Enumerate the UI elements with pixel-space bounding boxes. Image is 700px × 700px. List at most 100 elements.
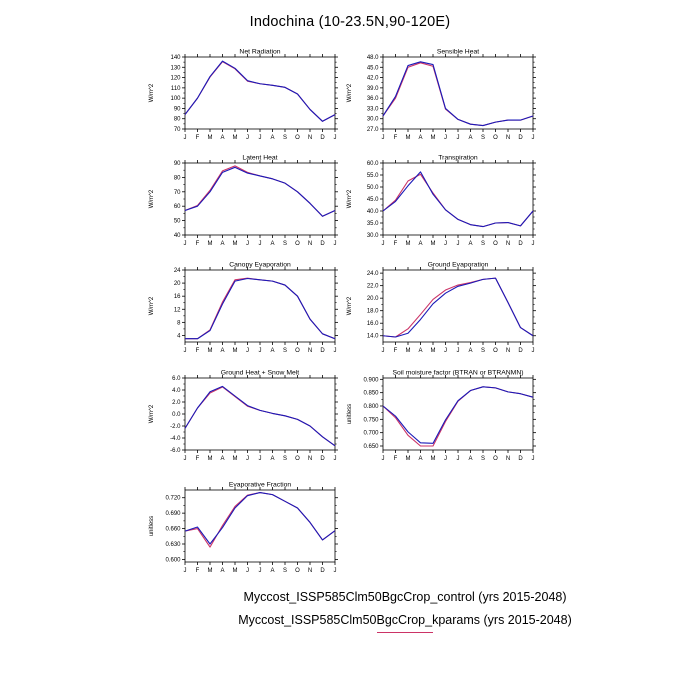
x-tick-label: D (320, 568, 325, 574)
y-tick-label: 130 (170, 65, 181, 71)
line-control (184, 60, 336, 122)
x-tick-label: M (406, 135, 411, 141)
chart-soil-moisture-factor: Soil moisture factor (BTRAN or BTRANMN) u… (341, 366, 541, 478)
y-tick-label: 45.0 (367, 197, 379, 203)
y-tick-label: 80 (174, 117, 181, 123)
y-tick-label: 0.660 (165, 527, 181, 533)
y-tick-label: 42.0 (367, 76, 379, 82)
chart-title: Canopy Evaporation (229, 262, 291, 269)
chart-svg: Soil moisture factor (BTRAN or BTRANMN) u… (347, 370, 536, 462)
x-tick-label: M (406, 348, 411, 354)
x-tick-label: A (468, 456, 472, 462)
chart-net-radiation: Net Radiation W/m^2 140 130 120 110 100 90 80 70 J… (143, 45, 343, 157)
x-tick-label: M (406, 241, 411, 247)
y-tick-label: 50 (174, 219, 181, 225)
y-tick-label: 18.0 (367, 309, 379, 315)
legend-kparams-line-sample (377, 631, 433, 633)
y-tick-label: 0.850 (363, 391, 379, 397)
y-axis-label: W/m^2 (149, 189, 155, 208)
x-tick-label: J (259, 568, 262, 574)
y-tick-label: 0.720 (165, 496, 181, 502)
x-tick-label: J (184, 568, 187, 574)
x-tick-label: N (308, 241, 312, 247)
y-tick-label: 12 (174, 307, 181, 313)
legend-entry-control: Myccost_ISSP585Clm50BgcCrop_control (yrs… (110, 590, 700, 604)
y-tick-label: 45.0 (367, 65, 379, 71)
x-tick-label: A (220, 241, 224, 247)
y-tick-label: 110 (171, 86, 181, 92)
chart-title: Latent Heat (242, 155, 277, 162)
line-kparams (382, 386, 534, 447)
x-tick-label: J (532, 348, 535, 354)
y-tick-label: 120 (170, 76, 181, 82)
x-tick-label: M (208, 348, 213, 354)
x-tick-label: J (444, 135, 447, 141)
x-tick-label: S (481, 348, 485, 354)
x-tick-label: N (308, 456, 312, 462)
y-tick-label: 0.690 (165, 511, 181, 517)
y-tick-label: 100 (170, 96, 181, 102)
x-tick-label: M (233, 241, 238, 247)
x-tick-label: M (233, 568, 238, 574)
line-control (382, 277, 534, 338)
plot-box (382, 162, 534, 236)
chart-svg: Ground Evaporation W/m^2 24.0 22.0 20.0 18.0 1… (347, 262, 536, 354)
y-tick-label: 24 (174, 268, 181, 274)
line-control (382, 61, 534, 127)
x-tick-label: O (295, 568, 300, 574)
y-tick-label: 140 (170, 55, 181, 61)
y-tick-label: 27.0 (367, 127, 379, 133)
y-tick-label: 60 (174, 204, 181, 210)
y-tick-label: 16.0 (367, 321, 379, 327)
x-tick-label: M (208, 456, 213, 462)
y-tick-label: 70 (174, 190, 181, 196)
chart-latent-heat: Latent Heat W/m^2 90 80 70 60 50 40 J F M A M J J A S O N D… (143, 151, 343, 263)
x-tick-label: M (431, 456, 436, 462)
line-control (185, 277, 336, 340)
y-tick-label: 0.650 (363, 444, 379, 450)
legend-kparams-label: Myccost_ISSP585Clm50BgcCrop_kparams (yrs… (238, 613, 572, 628)
x-tick-label: J (444, 456, 447, 462)
x-tick-label: F (394, 456, 398, 462)
y-tick-label: -6.0 (170, 448, 181, 454)
x-tick-label: S (283, 348, 287, 354)
x-tick-label: J (382, 348, 385, 354)
x-tick-label: O (295, 241, 300, 247)
x-tick-label: A (418, 348, 422, 354)
x-tick-label: M (208, 568, 213, 574)
y-tick-label: 90 (174, 161, 181, 167)
x-tick-label: F (196, 568, 200, 574)
x-tick-label: J (532, 456, 535, 462)
y-tick-label: 0.900 (363, 377, 379, 383)
y-tick-label: 35.0 (367, 221, 379, 227)
x-tick-label: J (457, 456, 460, 462)
x-tick-label: F (394, 135, 398, 141)
x-tick-label: S (481, 241, 485, 247)
line-control (184, 166, 336, 217)
x-tick-label: N (506, 456, 510, 462)
x-tick-label: S (481, 135, 485, 141)
y-tick-label: 55.0 (367, 173, 379, 179)
y-tick-label: 60.0 (367, 161, 379, 167)
x-tick-label: J (184, 456, 187, 462)
chart-title: Ground Evaporation (428, 262, 489, 269)
y-tick-label: 0.800 (363, 404, 379, 410)
chart-sensible-heat: Sensible Heat W/m^2 48.0 45.0 42.0 39.0 36.0 33… (341, 45, 541, 157)
chart-svg: Sensible Heat W/m^2 48.0 45.0 42.0 39.0 36.0 33… (347, 49, 536, 141)
y-tick-label: 40 (174, 233, 181, 239)
chart-svg: Net RadiationW/m^2140130120110100908070J… (149, 49, 338, 141)
chart-svg: Ground Heat + Snow Melt W/m^2 6.0 4.0 2.0 0.0… (149, 370, 338, 462)
y-tick-label: 2.0 (172, 400, 181, 406)
x-tick-label: O (295, 135, 300, 141)
y-axis-label: W/m^2 (347, 296, 353, 315)
chart-title: Soil moisture factor (BTRAN or BTRANMN) (392, 370, 523, 377)
x-tick-label: J (532, 135, 535, 141)
chart-title: Evaporative Fraction (229, 482, 292, 489)
plot-box (382, 377, 534, 451)
x-tick-label: M (208, 135, 213, 141)
x-tick-label: J (457, 348, 460, 354)
x-tick-label: J (334, 348, 337, 354)
y-tick-label: 40.0 (367, 209, 379, 215)
y-tick-label: 0.630 (165, 542, 181, 548)
